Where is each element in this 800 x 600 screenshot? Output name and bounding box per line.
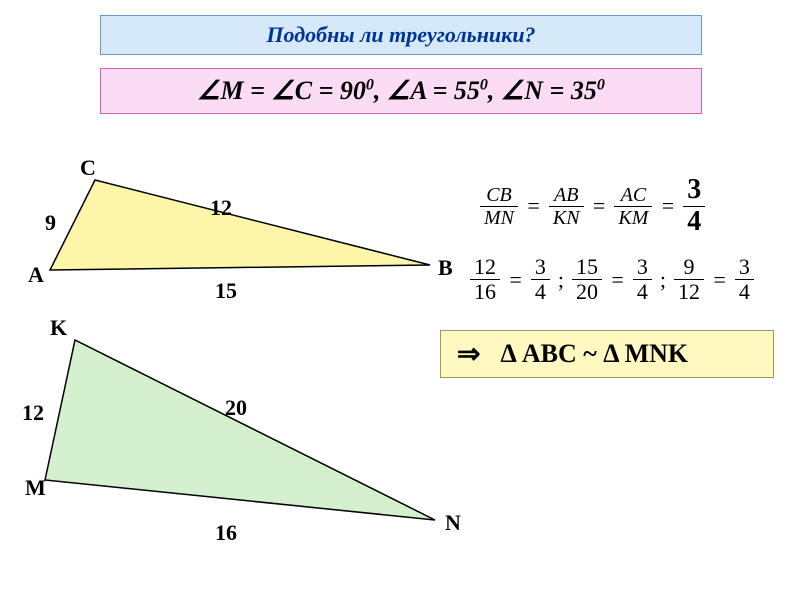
frac-3-4-big: 3 4	[683, 175, 705, 238]
vertex-K: K	[50, 315, 67, 341]
eq-sign: =	[592, 193, 607, 219]
side-KN: 20	[225, 395, 247, 421]
vertex-B: B	[438, 255, 453, 281]
num: 3	[683, 175, 705, 207]
den: 4	[735, 280, 754, 304]
num: 3	[633, 255, 652, 280]
side-CB: 12	[210, 195, 232, 221]
eq-sign: =	[660, 193, 675, 219]
eq-sign: =	[526, 193, 541, 219]
num: AC	[614, 184, 652, 207]
den: 4	[633, 280, 652, 304]
arrow-icon: ⇒	[457, 337, 480, 371]
eq-sign: =	[508, 267, 523, 293]
den: 12	[674, 280, 704, 304]
calc-1a: 12 16	[470, 255, 500, 304]
calc-2a: 15 20	[572, 255, 602, 304]
calc-1b: 3 4	[531, 255, 550, 304]
den: 16	[470, 280, 500, 304]
frac-CB-MN: CB MN	[480, 184, 518, 229]
sep: ;	[558, 267, 564, 293]
ratio-equation: CB MN = AB KN = AC KM = 3 4	[480, 175, 705, 238]
den: 20	[572, 280, 602, 304]
den: 4	[683, 207, 705, 238]
frac-AB-KN: AB KN	[549, 184, 584, 229]
conclusion-text: Δ ABC ~ Δ MNK	[500, 339, 688, 369]
calc-3a: 9 12	[674, 255, 704, 304]
side-AB: 15	[215, 278, 237, 304]
num: 15	[572, 255, 602, 280]
triangle-mnk	[45, 340, 435, 520]
calc-2b: 3 4	[633, 255, 652, 304]
eq-sign: =	[712, 267, 727, 293]
num: AB	[549, 184, 584, 207]
num: CB	[480, 184, 518, 207]
vertex-C: C	[80, 155, 96, 181]
triangle-abc	[50, 180, 430, 270]
side-MN: 16	[215, 520, 237, 546]
vertex-A: A	[28, 262, 44, 288]
calc-row: 12 16 = 3 4 ; 15 20 = 3 4 ; 9 12 = 3 4	[470, 255, 754, 304]
frac-AC-KM: AC KM	[614, 184, 652, 229]
den: 4	[531, 280, 550, 304]
den: KN	[549, 207, 584, 229]
num: 12	[470, 255, 500, 280]
conclusion-box: ⇒ Δ ABC ~ Δ MNK	[440, 330, 774, 378]
num: 3	[531, 255, 550, 280]
den: KM	[614, 207, 652, 229]
eq-sign: =	[610, 267, 625, 293]
side-KM: 12	[22, 400, 44, 426]
num: 3	[735, 255, 754, 280]
side-AC: 9	[45, 210, 56, 236]
den: MN	[480, 207, 518, 229]
vertex-M: M	[25, 475, 46, 501]
calc-3b: 3 4	[735, 255, 754, 304]
vertex-N: N	[445, 510, 461, 536]
num: 9	[674, 255, 704, 280]
sep: ;	[660, 267, 666, 293]
